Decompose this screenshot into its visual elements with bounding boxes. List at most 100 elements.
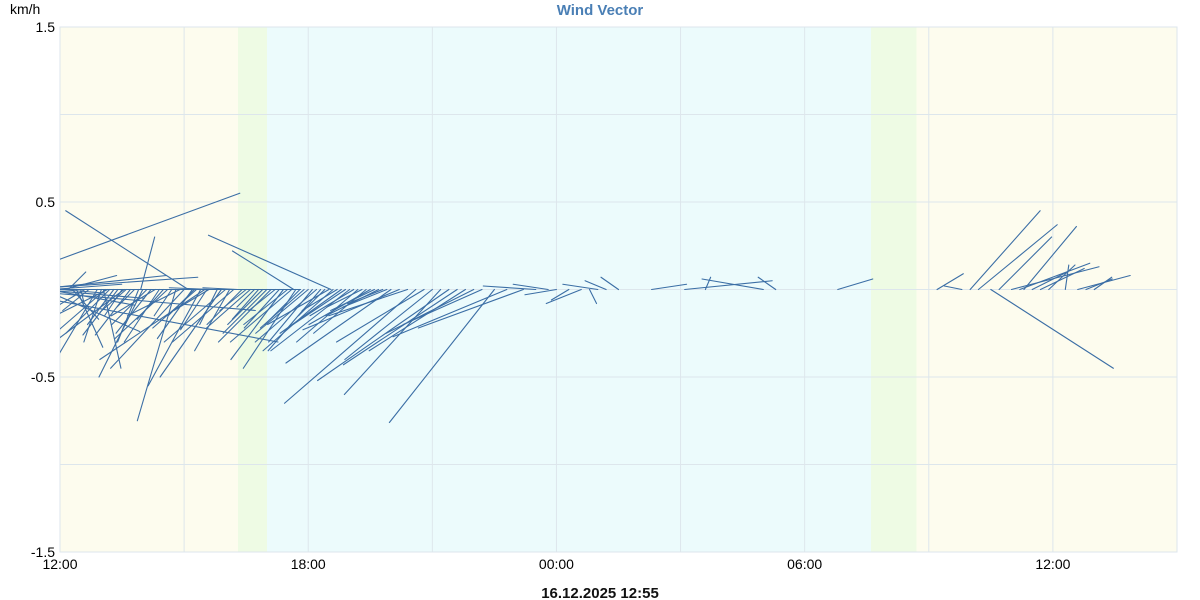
- wind-vector: [600, 276, 620, 291]
- wind-vector: [111, 288, 148, 326]
- wind-vector: [114, 288, 169, 340]
- wind-vector: [1064, 264, 1070, 291]
- wind-vector: [99, 288, 127, 313]
- wind-vector: [342, 288, 388, 308]
- wind-vector: [326, 288, 363, 308]
- wind-vector: [110, 288, 185, 369]
- wind-vector: [1031, 271, 1068, 291]
- wind-vector: [163, 288, 227, 343]
- wind-vector: [347, 288, 384, 305]
- wind-vector: [207, 234, 332, 291]
- y-tick-label: 1.5: [36, 19, 56, 35]
- wind-vector: [325, 288, 380, 317]
- y-tick-label: -0.5: [31, 369, 55, 385]
- wind-vector: [123, 288, 160, 343]
- wind-vector: [545, 288, 582, 305]
- timestamp-footer: 16.12.2025 12:55: [541, 585, 659, 600]
- wind-vector: [936, 273, 964, 291]
- wind-vector: [268, 288, 313, 343]
- wind-vector: [94, 288, 131, 336]
- wind-vector: [219, 288, 247, 312]
- wind-vector: [206, 288, 251, 329]
- wind-vector: [392, 288, 508, 338]
- wind-vector: [67, 271, 87, 291]
- wind-vector: [1048, 264, 1076, 291]
- wind-vector: [173, 288, 210, 312]
- wind-vector: [1039, 267, 1085, 291]
- wind-vector: [63, 274, 118, 291]
- wind-vector: [704, 276, 712, 291]
- wind-vector: [317, 288, 450, 382]
- wind-vector: [1085, 278, 1113, 291]
- wind-vector: [75, 288, 104, 348]
- wind-vector: [229, 288, 293, 343]
- wind-vector: [159, 288, 222, 378]
- wind-vector: [368, 288, 466, 352]
- wind-vector: [301, 288, 338, 312]
- wind-vector: [171, 288, 235, 343]
- wind-vector: [482, 285, 537, 291]
- wind-vector: [116, 288, 136, 308]
- wind-vector: [328, 288, 409, 317]
- wind-vector: [302, 288, 400, 331]
- wind-vector: [217, 288, 272, 343]
- wind-vector: [126, 288, 181, 317]
- wind-vector: [512, 283, 549, 291]
- wind-vector: [60, 288, 98, 354]
- wind-vector: [388, 288, 495, 424]
- wind-vector: [60, 274, 167, 288]
- wind-vector: [330, 288, 375, 312]
- chart-title: Wind Vector: [557, 2, 644, 19]
- wind-vector: [584, 280, 607, 291]
- y-tick-label: -1.5: [31, 544, 55, 560]
- wind-vector: [60, 288, 86, 306]
- wind-vector: [943, 285, 963, 291]
- wind-vector: [309, 288, 355, 317]
- wind-vector: [115, 288, 152, 334]
- wind-vector: [231, 288, 260, 320]
- wind-vector: [267, 288, 330, 326]
- wind-vector: [344, 288, 433, 361]
- x-tick-label: 12:00: [1035, 556, 1070, 572]
- wind-vector: [136, 288, 177, 422]
- wind-vector: [65, 210, 189, 291]
- wind-vector: [588, 288, 598, 305]
- wind-vector: [998, 236, 1053, 291]
- wind-vector: [385, 288, 475, 334]
- wind-vector: [342, 288, 458, 366]
- wind-vector: [83, 288, 102, 343]
- wind-vector: [977, 224, 1058, 291]
- wind-vector: [60, 288, 125, 339]
- wind-vector: [60, 288, 107, 330]
- wind-vector: [236, 288, 255, 308]
- wind-vector: [60, 300, 279, 343]
- wind-vector: [684, 280, 773, 291]
- wind-vector: [255, 288, 309, 334]
- wind-vector: [990, 288, 1114, 369]
- wind-vector: [62, 288, 90, 312]
- wind-vector: [308, 288, 371, 326]
- wind-vector: [180, 288, 208, 331]
- wind-vector: [231, 250, 295, 291]
- wind-vector: [99, 288, 206, 361]
- wind-vector: [1023, 225, 1077, 291]
- wind-vector: [336, 288, 425, 343]
- wind-vector: [227, 288, 264, 326]
- wind-vector: [222, 288, 268, 334]
- wind-vector: [259, 288, 305, 329]
- wind-vector: [757, 276, 777, 291]
- wind-vector: [248, 288, 276, 312]
- wind-vector: [701, 278, 764, 291]
- x-tick-label: 00:00: [539, 556, 574, 572]
- wind-vector: [969, 210, 1041, 291]
- axis-ticks: -1.5 -0.5 0.5 1.5 12:00 18:00 00:00 06:00 12:00: [31, 19, 1071, 572]
- wind-vectors: [60, 192, 1131, 424]
- x-tick-label: 06:00: [787, 556, 822, 572]
- x-tick-label: 12:00: [42, 556, 77, 572]
- wind-vector: [524, 288, 557, 296]
- wind-vector: [60, 276, 199, 288]
- y-axis-unit: km/h: [10, 1, 40, 17]
- wind-vector: [1019, 262, 1091, 291]
- wind-vector: [230, 288, 284, 361]
